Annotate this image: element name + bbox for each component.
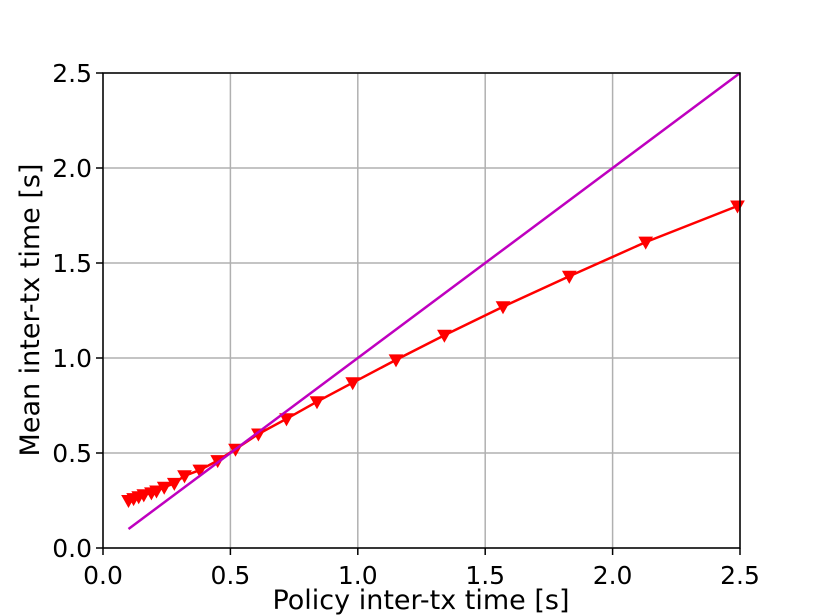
y-axis-label: Mean inter-tx time [s] xyxy=(15,164,46,457)
x-tick-label: 0.5 xyxy=(211,561,251,590)
data-point-marker xyxy=(388,354,404,368)
y-tick-label: 1.5 xyxy=(52,249,92,278)
series-layer xyxy=(121,71,745,531)
axis-ticks: 0.0 0.5 1.0 1.5 2.0 2.5 0.0 0.5 1.0 1.5 2.0 2.5 xyxy=(52,59,760,590)
data-point-marker xyxy=(166,477,182,491)
data-point-marker xyxy=(279,413,294,427)
y-tick-label: 1.0 xyxy=(52,344,92,373)
plot-frame xyxy=(102,72,741,549)
x-tick-label: 1.5 xyxy=(465,561,505,590)
x-tick-label: 2.0 xyxy=(593,561,633,590)
x-tick-label: 2.5 xyxy=(720,561,760,590)
y-tick-label: 2.5 xyxy=(52,59,92,88)
y-tick-label: 0.0 xyxy=(52,534,92,563)
y-tick-label: 2.0 xyxy=(52,154,92,183)
y-tick-label: 0.5 xyxy=(52,439,92,468)
data-point-marker xyxy=(192,464,208,478)
series-line-1 xyxy=(127,71,741,531)
x-axis-label: Policy inter-tx time [s] xyxy=(272,585,569,616)
data-point-marker xyxy=(437,329,452,343)
data-point-marker xyxy=(561,270,577,284)
data-point-marker xyxy=(345,377,361,391)
data-point-marker xyxy=(309,396,325,410)
x-tick-label: 1.0 xyxy=(338,561,378,590)
data-point-marker xyxy=(177,470,192,484)
x-tick-label: 0.0 xyxy=(83,561,123,590)
data-point-marker xyxy=(156,481,172,495)
data-point-marker xyxy=(638,236,654,250)
data-point-marker xyxy=(495,301,511,315)
data-point-marker xyxy=(149,485,164,499)
